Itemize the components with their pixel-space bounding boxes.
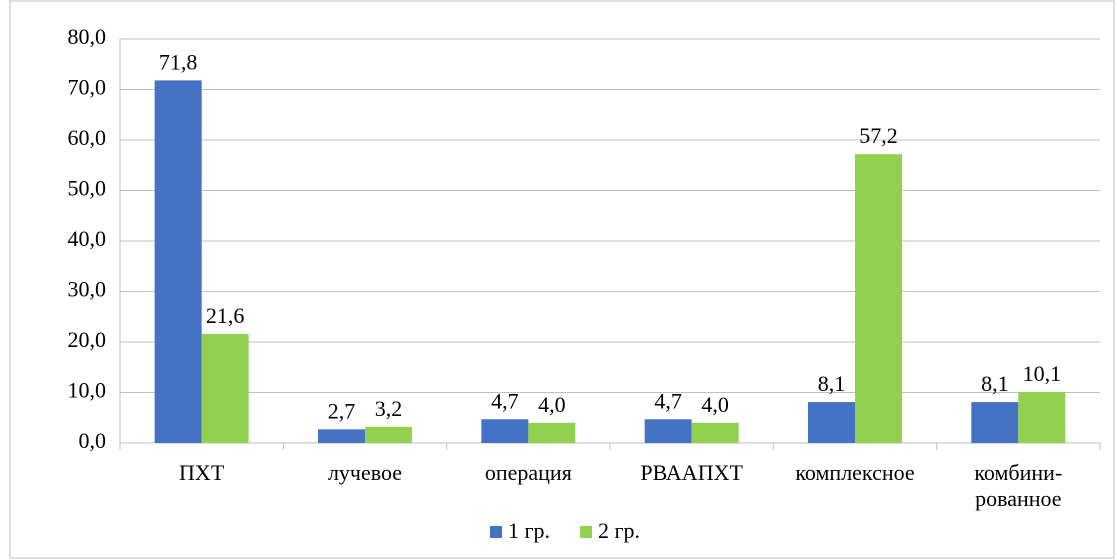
bar — [154, 80, 202, 443]
value-label: 4,0 — [701, 392, 729, 417]
bar — [1018, 391, 1066, 443]
y-tick-label: 20,0 — [68, 327, 107, 352]
value-label: 10,1 — [1023, 361, 1062, 386]
value-label: 71,8 — [159, 49, 198, 74]
value-label: 21,6 — [206, 303, 245, 328]
y-tick-label: 50,0 — [68, 176, 107, 201]
y-tick-label: 80,0 — [68, 24, 107, 49]
y-tick-label: 60,0 — [68, 125, 107, 150]
y-tick-label: 0,0 — [79, 428, 107, 453]
x-tick-label: РВААПХТ — [640, 460, 743, 485]
x-tick-label: операция — [484, 460, 572, 485]
legend-label: 1 гр. — [508, 518, 550, 543]
legend-label: 2 гр. — [598, 518, 640, 543]
legend-swatch — [580, 526, 592, 538]
value-label: 2,7 — [328, 398, 356, 423]
y-tick-label: 40,0 — [68, 226, 107, 251]
value-label: 8,1 — [981, 371, 1009, 396]
x-tick-label: комбини- рованное — [974, 460, 1063, 511]
bar — [201, 333, 249, 443]
y-tick-label: 70,0 — [68, 75, 107, 100]
value-label: 57,2 — [859, 123, 898, 148]
bar — [855, 154, 902, 443]
x-tick-label: комплексное — [795, 460, 915, 485]
chart-border — [9, 0, 1115, 559]
x-tick-label: лучевое — [327, 460, 403, 485]
value-label: 4,7 — [654, 388, 682, 413]
y-tick-label: 30,0 — [68, 277, 107, 302]
value-label: 8,1 — [818, 371, 846, 396]
value-label: 3,2 — [375, 396, 403, 421]
bar — [481, 419, 529, 443]
value-label: 4,0 — [538, 392, 566, 417]
bar — [318, 429, 365, 443]
legend-swatch — [490, 526, 502, 538]
bar — [644, 419, 692, 443]
bar — [691, 422, 739, 443]
bar — [365, 426, 412, 443]
bar — [808, 402, 855, 443]
y-tick-label: 10,0 — [68, 378, 107, 403]
value-label: 4,7 — [491, 388, 519, 413]
x-tick-label: ПХТ — [179, 460, 225, 485]
bar — [528, 422, 576, 443]
bar — [971, 402, 1019, 443]
